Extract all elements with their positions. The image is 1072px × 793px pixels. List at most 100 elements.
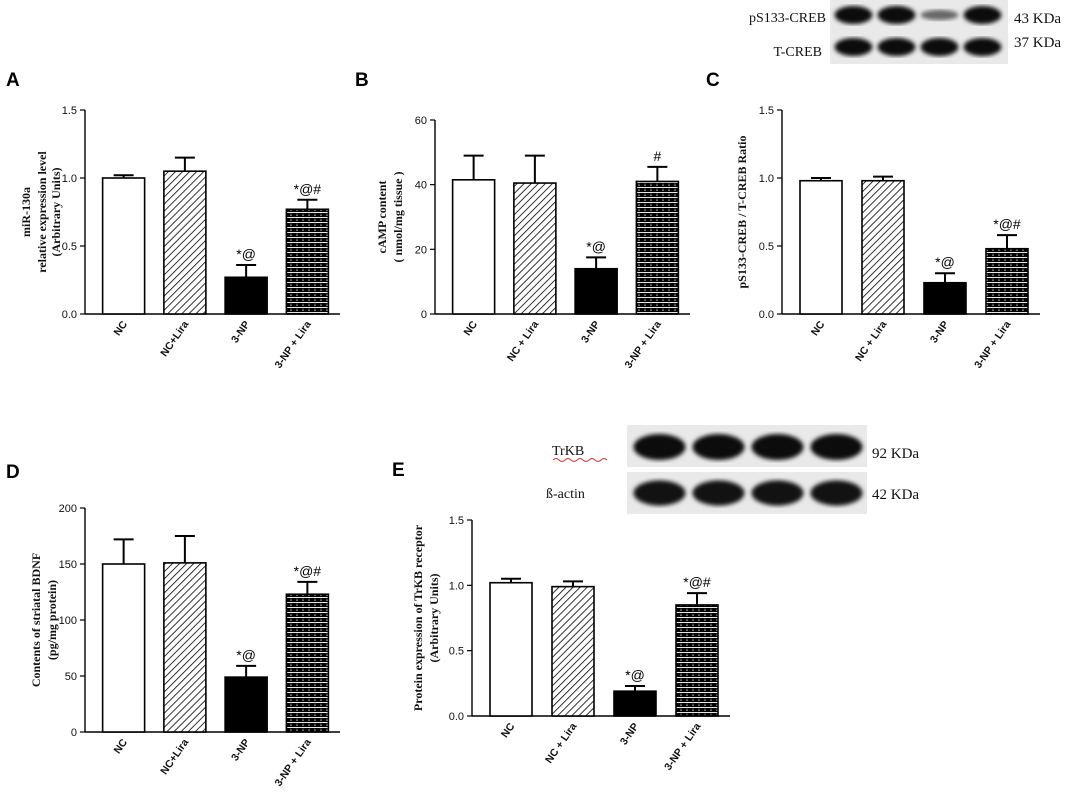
y-tick-label: 1.0 [62,173,77,185]
bar [799,179,843,315]
bar [489,581,533,717]
significance-label: *@ [586,238,606,254]
category-label: NC [499,721,518,741]
y-axis-label: relative expression level [35,151,49,273]
blot-creb: pS133-CREB T-CREB 43 KDa 37 KDa [749,0,1061,64]
category-label: 3-NP [618,721,642,747]
trkb-band [810,434,863,460]
y-tick-label: 20 [415,244,427,256]
bar [513,182,557,315]
significance-label: *@ [236,246,256,262]
bar [574,267,618,315]
category-label: NC + Lira [505,319,542,364]
y-tick-label: 1.0 [449,580,464,592]
trkb-band [810,480,863,506]
y-axis-label: pS133-CREB / T-CREB Ratio [735,135,749,288]
chart-panel-d: 0 50 100 150 200 Contents of striatal BDNF (pg… [29,503,340,789]
bar [923,281,967,315]
creb-band [963,6,1002,24]
panel-letter-c: C [706,70,720,91]
bar [985,247,1029,315]
blot-kda-trkb: 92 KDa [872,446,919,462]
category-label: 3-NP [229,737,253,763]
y-tick-label: 1.5 [759,105,774,117]
creb-band [920,38,959,56]
y-axis-label: Contents of striatal BDNF [29,553,43,687]
blot-label-tcreb: T-CREB [774,45,823,60]
trkb-band [692,434,745,460]
panel-letter-a: A [6,70,20,91]
y-tick-label: 0 [421,309,427,321]
category-label: NC + Lira [543,721,580,766]
y-tick-label: 0.0 [62,309,77,321]
bar [451,179,496,315]
bar [551,585,595,717]
creb-band [920,9,959,21]
blot-trkb: TrKB ß-actin 92 KDa 42 KDa [546,425,919,514]
significance-label: *@# [294,563,322,579]
y-axis-label: (Arbitrary Units) [427,574,441,663]
y-tick-label: 0.5 [759,241,774,253]
significance-label: *@# [294,181,322,197]
blot-kda-pcreb: 43 KDa [1014,11,1061,27]
category-label: 3-NP + Lira [272,737,313,789]
blot-kda-actin: 42 KDa [872,487,919,503]
blot-label-actin: ß-actin [546,487,585,502]
bar [285,593,330,733]
y-tick-label: 1.5 [449,515,464,527]
y-axis-label: (pg/mg protein) [45,580,59,660]
y-axis-label: miR-130a [19,187,33,237]
bar [224,676,268,733]
panel-letter-e: E [392,460,405,481]
y-tick-label: 150 [59,559,77,571]
creb-band [834,6,873,24]
category-label: 3-NP + Lira [272,319,313,371]
y-tick-label: 200 [59,503,77,515]
blot-label-trkb: TrKB [552,444,584,459]
category-label: 3-NP [229,319,253,345]
bar [613,690,657,717]
category-label: 3-NP [928,319,952,345]
category-label: 3-NP [579,319,603,345]
chart-panel-c: 0.0 0.5 1.0 1.5 pS133-CREB / T-CREB Ratio NC N… [735,105,1040,371]
trkb-band [751,480,804,506]
chart-panel-e: 0.0 0.5 1.0 1.5 Protein expression of TrKB r… [411,515,730,773]
y-tick-label: 0 [71,727,77,739]
significance-label: *@# [993,216,1021,232]
category-label: NC+Lira [158,737,191,777]
bar [285,208,330,315]
category-label: NC [112,319,131,339]
category-label: 3-NP + Lira [662,721,703,773]
bar [224,276,268,315]
y-axis-label: cAMP content [375,181,389,254]
y-tick-label: 1.5 [62,105,77,117]
category-label: 3-NP + Lira [622,319,663,371]
category-label: NC+Lira [158,319,191,359]
panel-letter-d: D [6,462,20,483]
y-tick-label: 1.0 [759,173,774,185]
significance-label: *@ [625,667,645,683]
significance-label: # [653,148,661,164]
trkb-band [633,434,686,460]
bar [675,604,719,717]
bar [101,563,146,733]
y-tick-label: 60 [415,115,427,127]
y-tick-label: 0.0 [449,711,464,723]
panel-letter-b: B [355,70,369,91]
chart-panel-b: 0 20 40 60 cAMP content( nmol/mg tissue ) NC N… [375,115,690,371]
blot-label-pcreb: pS133-CREB [749,11,826,26]
category-label: NC [112,737,131,757]
y-tick-label: 0.0 [759,309,774,321]
creb-band [963,38,1002,56]
y-tick-label: 40 [415,180,427,192]
significance-label: *@ [236,647,256,663]
y-axis-label: ( nmol/mg tissue ) [391,172,405,263]
creb-band [834,38,873,56]
creb-band [877,6,916,24]
significance-label: *@# [683,574,711,590]
significance-label: *@ [935,254,955,270]
bar [101,177,146,315]
bar [163,170,207,315]
chart-panel-a: 0.0 0.5 1.0 1.5 miR-130a relative expression … [19,105,340,371]
